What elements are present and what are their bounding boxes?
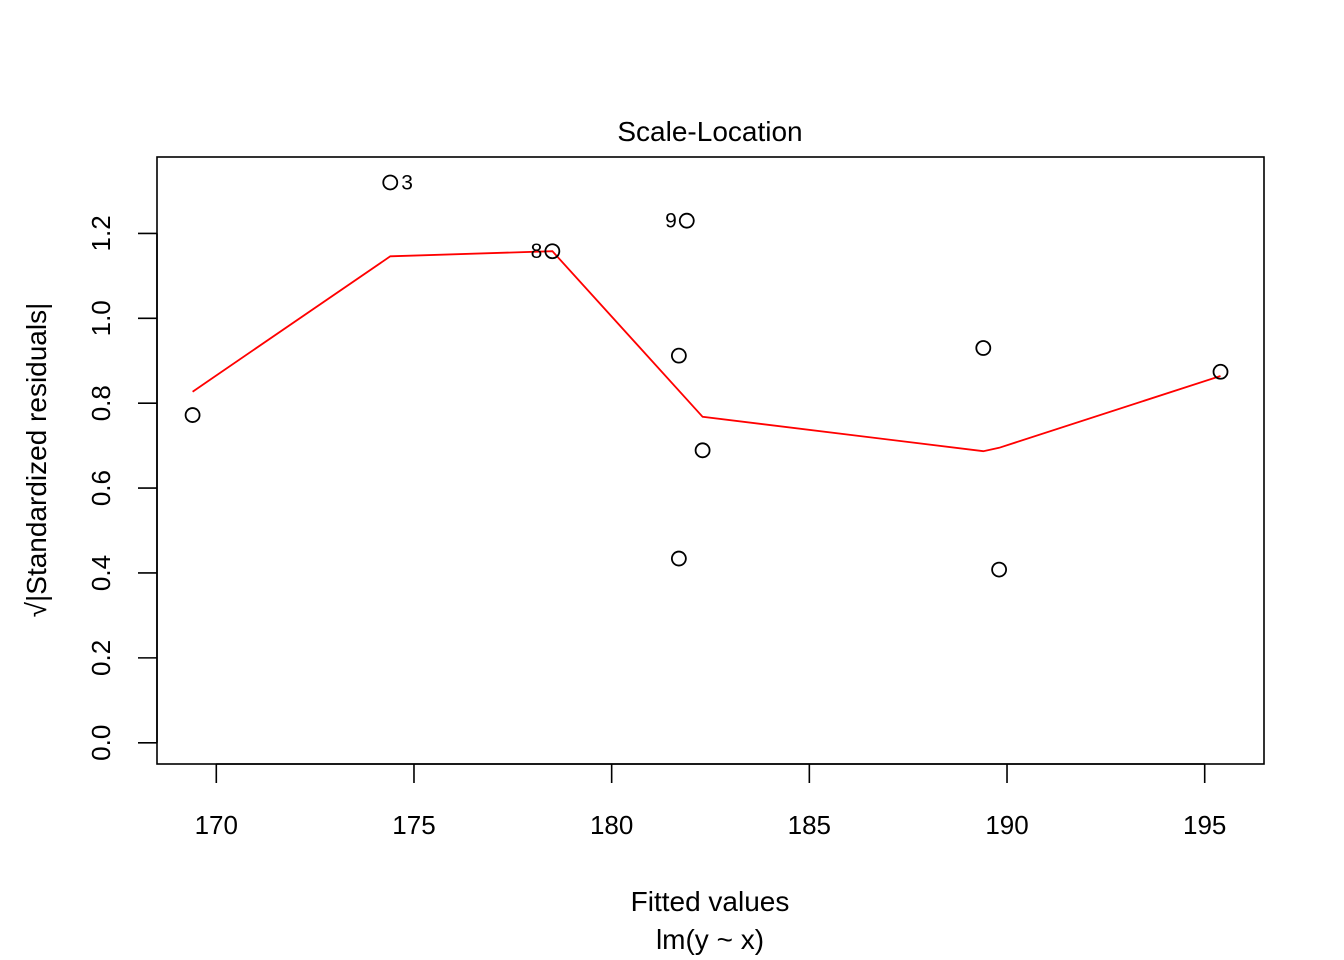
x-tick-label: 180 bbox=[590, 810, 633, 840]
y-tick-label: 0.6 bbox=[86, 470, 116, 506]
data-point bbox=[382, 174, 399, 191]
x-axis: 170 175 180 185 190 195 bbox=[195, 763, 1226, 840]
x-axis-subtitle: lm(y ~ x) bbox=[656, 924, 764, 955]
data-point bbox=[975, 340, 992, 356]
point-label: 8 bbox=[531, 240, 543, 263]
x-tick-label: 185 bbox=[788, 810, 831, 840]
data-point bbox=[670, 550, 687, 567]
points-layer: 3 8 9 bbox=[184, 171, 1229, 578]
data-point bbox=[670, 347, 687, 364]
y-axis-title: √|Standardized residuals| bbox=[21, 303, 52, 618]
y-tick-label: 1.2 bbox=[86, 215, 116, 251]
chart-title: Scale-Location bbox=[617, 116, 802, 147]
y-tick-label: 0.2 bbox=[86, 640, 116, 676]
data-point bbox=[694, 442, 711, 459]
data-point bbox=[1212, 363, 1229, 380]
x-tick-label: 195 bbox=[1183, 810, 1226, 840]
x-axis-title: Fitted values bbox=[631, 886, 790, 917]
data-point bbox=[991, 561, 1008, 578]
y-tick-label: 0.4 bbox=[86, 555, 116, 591]
x-tick-label: 175 bbox=[392, 810, 435, 840]
x-tick-label: 170 bbox=[195, 810, 238, 840]
point-label: 9 bbox=[665, 210, 677, 233]
x-tick-label: 190 bbox=[985, 810, 1028, 840]
data-point bbox=[184, 407, 201, 423]
plot-area bbox=[156, 156, 1265, 765]
y-axis: 0.0 0.2 0.4 0.6 0.8 1.0 1.2 bbox=[86, 215, 158, 761]
data-point bbox=[544, 243, 561, 260]
point-label: 3 bbox=[401, 171, 413, 194]
y-tick-label: 1.0 bbox=[86, 300, 116, 336]
smooth-line-layer bbox=[192, 250, 1221, 453]
smooth-line bbox=[192, 250, 1221, 453]
data-point bbox=[678, 212, 695, 229]
y-tick-label: 0.0 bbox=[86, 725, 116, 761]
y-tick-label: 0.8 bbox=[86, 385, 116, 421]
